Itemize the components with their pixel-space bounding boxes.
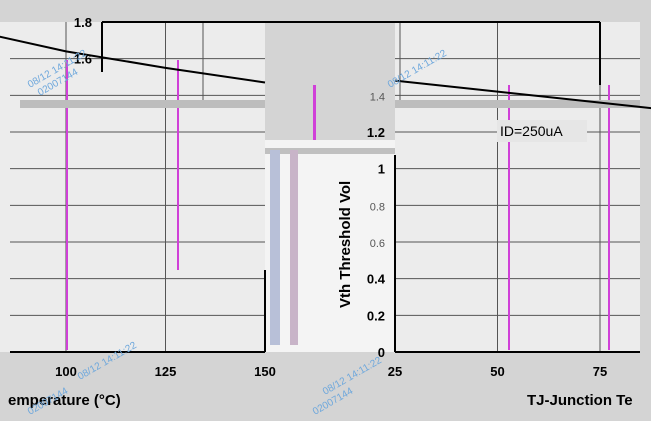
y-tick-label: 0.4 [367,272,386,287]
x-axis-title-right: TJ-Junction Te [527,392,633,409]
center-glitch-block [265,140,395,352]
annotation-box [497,120,587,142]
x-tick-label: 100 [55,364,77,379]
series-right [394,79,651,110]
x-tick-label: 150 [254,364,276,379]
gridlines [10,22,640,352]
plot-area-left [0,22,265,352]
y-tick-label: 1.6 [74,52,92,67]
x-axis-title-left: emperature (°C) [8,392,121,409]
annotation-label: ID=250uA [500,123,563,139]
y-tick-label: 0.8 [370,201,385,213]
y-tick-label: 1.8 [74,15,92,30]
y-tick-label: 0 [378,345,385,360]
scanline-artifacts [20,60,640,350]
y-tick-label: 1.4 [370,91,385,103]
x-tick-label: 50 [490,364,504,379]
tick-labels: 100 125 150 25 50 75 1.8 1.6 0 0.2 0.4 0.6 0.8 1 1.2 1.… [55,15,607,379]
y-tick-label: 0.6 [370,238,385,250]
x-tick-label: 75 [593,364,607,379]
series-line-right [394,79,651,110]
plot-area-right [395,22,640,352]
y-axis-title-right: Vth Threshold Vol [337,181,354,308]
y-tick-label: 0.2 [367,308,385,323]
x-tick-label: 125 [155,364,177,379]
series-line-left [0,35,266,84]
x-tick-label: 25 [388,364,402,379]
y-tick-label: 1 [378,162,385,177]
series-left [0,35,266,84]
y-tick-label: 1.2 [367,125,385,140]
